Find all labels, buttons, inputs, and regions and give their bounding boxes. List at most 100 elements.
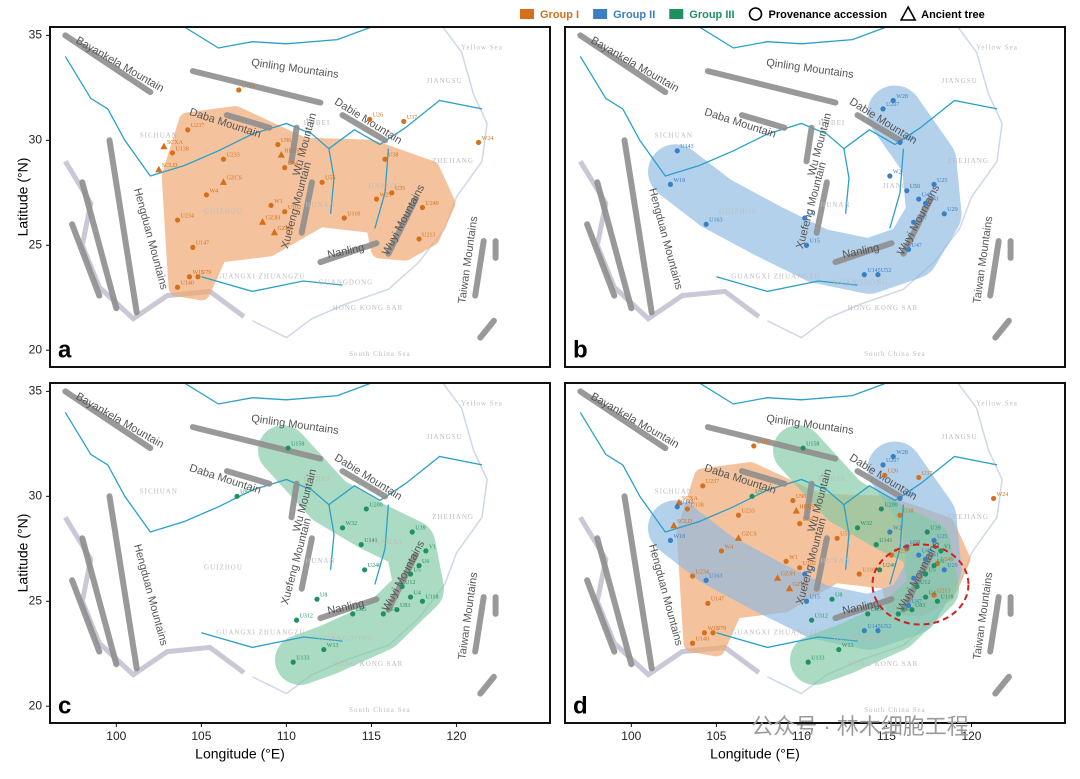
provenance-point: [880, 462, 886, 468]
province-label: HUNAN: [820, 557, 850, 565]
provenance-point: [710, 630, 716, 636]
point-label: W32: [861, 521, 873, 527]
point-label: W15: [192, 270, 204, 276]
point-label: U105: [242, 83, 255, 89]
provenance-point: [174, 284, 181, 290]
point-label: U213: [937, 588, 950, 594]
point-label: U237: [706, 479, 719, 485]
mountain-range: [472, 238, 487, 299]
point-label: U25: [937, 534, 947, 540]
x-tick-label: 100: [621, 729, 641, 743]
y-tick-label: 30: [29, 489, 43, 503]
mountain-range: [992, 673, 1012, 697]
map-panel: SICHUAN HUBEI HUNAN GUIZHOU JIANGXI ZHEJIANG J…: [564, 26, 1066, 368]
point-label: U6: [422, 559, 429, 565]
mountain-range: [803, 480, 815, 521]
province-label: JIANGXI: [368, 538, 403, 546]
x-axis-title: Longitude (°E): [195, 746, 285, 762]
point-label: U163: [709, 218, 722, 224]
point-label: U29: [947, 207, 957, 213]
panel-letter: b: [573, 336, 588, 363]
point-label: U118: [940, 595, 953, 601]
provenance-point: [407, 571, 414, 577]
province-label: ZHEJIANG: [947, 157, 989, 165]
point-label: GZCS: [226, 176, 241, 182]
province-label: HUNAN: [305, 201, 335, 209]
legend-label: Provenance accession: [769, 9, 888, 21]
province-label: JIANGSU: [426, 433, 462, 441]
point-label: U39: [930, 525, 940, 531]
provenance-point: [401, 118, 407, 125]
province-label: GUANGXI ZHUANGZU: [731, 272, 820, 280]
point-label: HBES: [799, 504, 814, 510]
point-label: U246: [883, 563, 896, 569]
point-label: U143: [680, 500, 693, 506]
point-label: U5: [929, 567, 936, 573]
provenance-point: [922, 571, 929, 577]
river: [843, 504, 850, 570]
x-tick-label: 120: [446, 729, 466, 743]
point-label: U4: [929, 590, 936, 596]
point-label: U67: [917, 216, 927, 222]
point-label: U96: [281, 138, 291, 144]
y-tick-label: 35: [29, 384, 43, 398]
provenance-point: [931, 181, 937, 188]
provenance-point: [735, 512, 742, 518]
mountain-range: [704, 68, 839, 106]
ancient-tree: [734, 534, 743, 541]
point-label: U38: [903, 509, 913, 515]
province-label: South China Sea: [864, 350, 926, 358]
point-label: U145: [867, 624, 880, 630]
province-label: ZHEJIANG: [947, 513, 989, 521]
panel-frame: [564, 382, 1066, 724]
provenance-point: [389, 190, 395, 196]
mountain-range: [189, 68, 324, 106]
provenance-point: [875, 628, 881, 634]
provenance-point: [290, 659, 296, 665]
point-label: U312: [300, 614, 313, 620]
point-label: U312: [815, 614, 828, 620]
mountain-range: [832, 240, 895, 266]
provenance-point: [319, 179, 325, 185]
river: [843, 148, 850, 214]
mountain-range: [79, 535, 120, 668]
river: [699, 383, 887, 405]
mountain-range: [987, 594, 1002, 655]
mountain-range: [854, 468, 903, 500]
point-label: U85: [356, 607, 366, 613]
point-label: U200: [884, 502, 897, 508]
provenance-point: [922, 200, 929, 206]
point-label: U29: [947, 563, 957, 569]
y-tick-label: 20: [29, 342, 43, 356]
panel-letter: a: [58, 336, 72, 363]
river: [184, 27, 372, 49]
provenance-point: [803, 598, 810, 604]
ancient-tree: [792, 507, 800, 514]
mountain-range: [298, 179, 315, 236]
point-label: W4: [724, 544, 733, 550]
point-label: W1: [789, 555, 798, 561]
province-label: GUIZHOU: [719, 563, 758, 571]
point-label: SCLD: [162, 163, 178, 169]
provenance-point: [805, 659, 811, 665]
point-label: U234: [181, 213, 194, 219]
point-label: U133: [811, 656, 824, 662]
provenance-point: [905, 602, 912, 609]
point-label: U47: [912, 599, 922, 605]
province-label: JIANGXI: [883, 538, 918, 546]
point-label: U213: [422, 232, 435, 238]
ancient-tree: [670, 521, 678, 529]
point-label: W2: [893, 169, 902, 175]
provenance-point: [878, 506, 884, 512]
province-label: Yellow Sea: [461, 400, 503, 408]
mountain-range: [900, 552, 934, 613]
province-label: HONG KONG SAR: [848, 304, 919, 312]
point-label: W25: [380, 192, 392, 198]
group-area: [648, 85, 962, 294]
provenance-point: [797, 521, 803, 527]
mountain-range: [621, 137, 655, 316]
x-axis-title: Longitude (°E): [710, 746, 800, 762]
point-label: U55: [840, 532, 850, 538]
mountain-range: [339, 112, 388, 144]
